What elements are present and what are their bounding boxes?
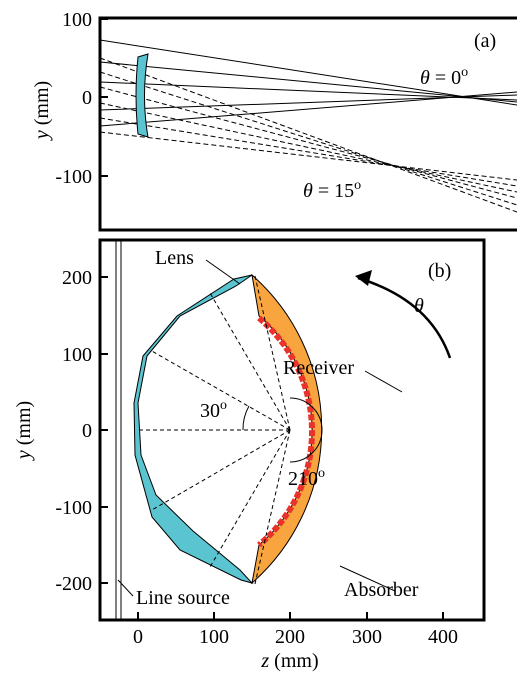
panel-b-ytick-200: 200 xyxy=(62,267,92,289)
panel-a: 100 0 -100 y (mm) (a) θ = 0o θ = 15o xyxy=(31,9,517,232)
rays-theta-0 xyxy=(99,39,517,127)
lens-a xyxy=(135,53,149,138)
panel-b-xtick-400: 400 xyxy=(428,626,458,648)
panel-b-ytick-0: 0 xyxy=(82,420,92,442)
label-line-source: Line source xyxy=(136,587,230,609)
label-angle-210: 210o xyxy=(288,466,325,490)
panel-b-x-title: z (mm) xyxy=(260,650,318,672)
annotation-theta-0: θ = 0o xyxy=(420,65,468,89)
panel-b-ytick-100: 100 xyxy=(62,344,92,366)
receiver xyxy=(257,315,316,548)
panel-a-ytick-0: 0 xyxy=(82,87,92,109)
panel-b-xtick-100: 100 xyxy=(199,626,229,648)
label-absorber: Absorber xyxy=(344,579,419,601)
panel-b-label: (b) xyxy=(428,260,451,282)
panel-a-frame xyxy=(98,16,517,232)
theta-arrow-head xyxy=(355,270,372,286)
panel-b-frame xyxy=(98,238,486,622)
label-angle-30: 30o xyxy=(200,398,227,422)
angle-dashed-lines xyxy=(138,275,291,585)
panel-a-label: (a) xyxy=(474,30,496,52)
panel-b-ytick-neg200: -200 xyxy=(55,573,92,595)
panel-a-y-title: y (mm) xyxy=(31,81,53,141)
panel-b-x-ticks xyxy=(137,612,444,620)
label-receiver: Receiver xyxy=(283,357,354,379)
panel-b: 200 100 0 -100 -200 0 100 200 300 400 y … xyxy=(13,238,486,672)
panel-a-y-ticks xyxy=(100,18,108,177)
panel-b-ytick-neg100: -100 xyxy=(55,497,92,519)
panel-b-xtick-300: 300 xyxy=(352,626,382,648)
panel-b-xtick-200: 200 xyxy=(275,626,305,648)
rays-theta-15 xyxy=(99,57,517,213)
panel-b-y-title: y (mm) xyxy=(13,401,35,461)
lens-b xyxy=(133,274,254,584)
label-theta: θ xyxy=(414,295,424,317)
panel-a-ytick-neg100: -100 xyxy=(55,166,92,188)
panel-a-ytick-100: 100 xyxy=(62,9,92,31)
arc-30 xyxy=(242,405,250,431)
panel-b-y-ticks xyxy=(100,276,108,584)
theta-arrow xyxy=(357,276,452,359)
line-source xyxy=(115,241,122,620)
arc-210 xyxy=(289,397,323,463)
annotation-theta-15: θ = 15o xyxy=(303,178,361,202)
panel-b-xtick-0: 0 xyxy=(133,626,143,648)
leader-lines xyxy=(117,259,403,597)
label-lens: Lens xyxy=(155,247,194,269)
